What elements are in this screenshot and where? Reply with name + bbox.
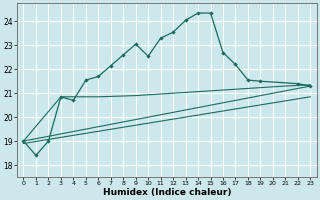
X-axis label: Humidex (Indice chaleur): Humidex (Indice chaleur) [103,188,231,197]
